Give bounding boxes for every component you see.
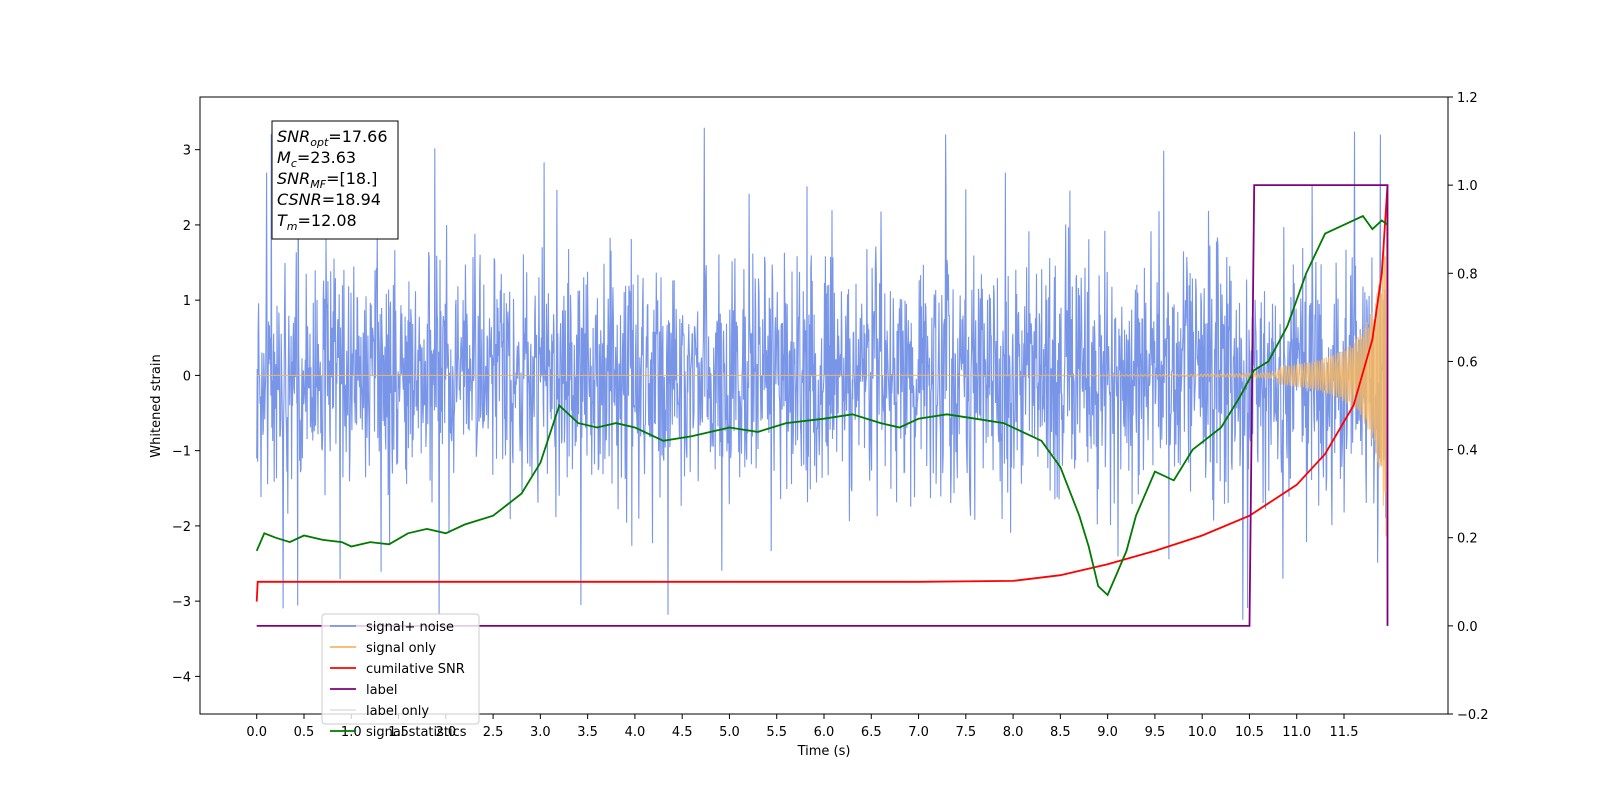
snr-annotation-box: SNRopt=17.66Mc=23.63SNRMF=[18.]CSNR=18.9… <box>271 120 399 240</box>
x-tick-label: 7.5 <box>955 725 976 740</box>
y2-tick-label: 0.2 <box>1457 532 1478 547</box>
y-tick-label: −4 <box>172 670 191 685</box>
x-tick-label: 4.0 <box>625 725 646 740</box>
y-tick-label: −3 <box>172 595 191 610</box>
series-label <box>256 184 1389 627</box>
annotation-line: Mc=23.63 <box>277 148 356 170</box>
legend-label: label only <box>366 704 429 719</box>
series-cumilative-snr <box>255 185 1389 602</box>
x-tick-label: 3.0 <box>530 725 551 740</box>
y-tick-label: 3 <box>183 144 191 159</box>
y-tick-label: 2 <box>183 219 191 234</box>
x-tick-label: 6.5 <box>861 725 882 740</box>
x-tick-label: 9.0 <box>1097 725 1118 740</box>
y-tick-label: −2 <box>172 520 191 535</box>
legend-label: signal only <box>366 641 436 656</box>
x-tick-label: 8.5 <box>1050 725 1071 740</box>
legend: signal+ noise signal only cumilative SNR la… <box>321 613 480 740</box>
x-tick-label: 11.5 <box>1330 725 1359 740</box>
data-layer <box>255 127 1389 627</box>
series-signal-noise <box>256 127 1389 620</box>
x-tick-label: 10.0 <box>1188 725 1217 740</box>
annotation-line: CSNR=18.94 <box>277 190 381 209</box>
y2-tick-label: 1.0 <box>1457 179 1478 194</box>
y-axis-right: 1.2 1.0 0.8 0.6 0.4 0.2 0.0 −0.2 <box>1448 91 1489 723</box>
x-tick-label: 2.5 <box>483 725 504 740</box>
legend-label: signal+ noise <box>366 620 454 635</box>
x-tick-label: 2.0 <box>435 725 456 740</box>
y-axis-label: Whitened strain <box>149 354 164 457</box>
x-tick-label: 4.5 <box>672 725 693 740</box>
x-tick-label: 5.0 <box>719 725 740 740</box>
series-signal-statistics <box>255 214 1389 597</box>
legend-frame <box>321 613 480 725</box>
y2-tick-label: 0.8 <box>1457 267 1478 282</box>
legend-label: cumilative SNR <box>366 662 465 677</box>
x-axis: 0.0 0.5 1.0 1.5 2.0 2.5 3.0 3.5 4.0 4.5 5.0 5.5 6.0 6… <box>246 714 1358 740</box>
x-tick-label: 1.0 <box>341 725 362 740</box>
annotation-line: Tm=12.08 <box>277 211 357 233</box>
y-tick-label: 0 <box>183 369 191 384</box>
x-tick-label: 10.5 <box>1235 725 1264 740</box>
x-tick-label: 6.0 <box>814 725 835 740</box>
x-tick-label: 3.5 <box>577 725 598 740</box>
x-tick-label: 11.0 <box>1282 725 1311 740</box>
x-axis-label: Time (s) <box>797 744 851 759</box>
series-signal-only <box>256 214 1389 537</box>
x-tick-label: 1.5 <box>388 725 409 740</box>
annotation-frame <box>271 120 399 240</box>
x-tick-label: 7.0 <box>908 725 929 740</box>
y2-tick-label: 0.0 <box>1457 620 1478 635</box>
y-axis-left: 3 2 1 0 −1 −2 −3 −4 <box>172 144 200 685</box>
annotation-line: SNRMF=[18.] <box>277 169 377 191</box>
x-tick-label: 9.5 <box>1145 725 1166 740</box>
legend-label: signal statistics <box>366 725 467 740</box>
x-tick-label: 0.5 <box>294 725 315 740</box>
y2-tick-label: 1.2 <box>1457 91 1478 106</box>
x-tick-label: 8.0 <box>1003 725 1024 740</box>
y-tick-label: 1 <box>183 294 191 309</box>
y2-tick-label: 0.4 <box>1457 444 1478 459</box>
annotation-line: SNRopt=17.66 <box>277 127 388 149</box>
legend-label: label <box>366 683 397 698</box>
x-tick-label: 0.0 <box>246 725 267 740</box>
y-tick-label: −1 <box>172 445 191 460</box>
y2-tick-label: −0.2 <box>1457 708 1489 723</box>
x-tick-label: 5.5 <box>766 725 787 740</box>
y2-tick-label: 0.6 <box>1457 355 1478 370</box>
